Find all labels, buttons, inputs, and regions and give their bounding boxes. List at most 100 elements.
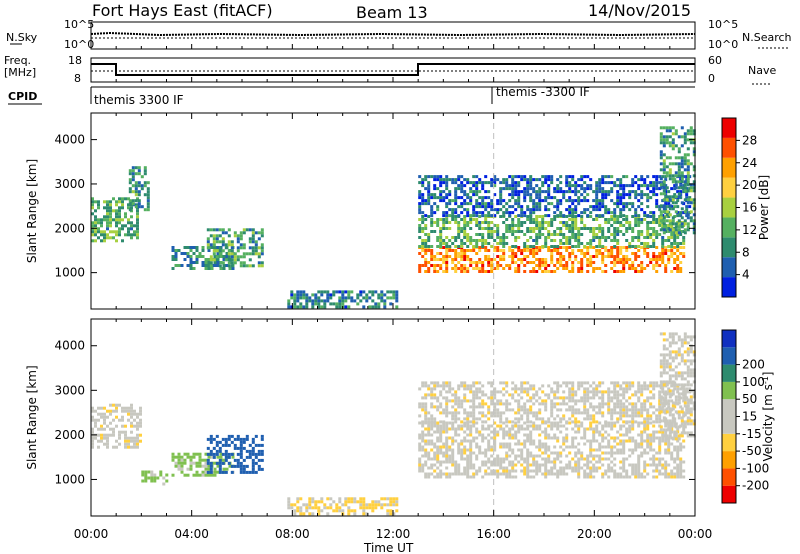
power-cell [601, 190, 605, 194]
velocity-cell [604, 469, 608, 473]
velocity-cell [683, 341, 687, 345]
power-cell [209, 258, 213, 262]
power-cell [526, 227, 530, 230]
power-cell [109, 209, 112, 213]
power-cell [212, 240, 216, 244]
velocity-cell [659, 332, 663, 336]
power-cell [580, 218, 584, 221]
power-cell [454, 181, 458, 185]
velocity-cell [586, 427, 590, 431]
power-cell [541, 215, 545, 218]
power-cell [475, 202, 479, 206]
power-cell [544, 239, 548, 242]
power-cell [586, 270, 590, 273]
velocity-cell [619, 424, 623, 428]
velocity-cell [124, 436, 127, 440]
velocity-cell [201, 470, 205, 474]
power-cell [91, 221, 94, 225]
power-cell [128, 208, 132, 212]
velocity-cell [640, 402, 644, 406]
velocity-cell [430, 463, 434, 467]
velocity-cell [469, 442, 473, 446]
velocity-cell [478, 451, 482, 455]
velocity-cell [577, 472, 581, 476]
velocity-cell [589, 384, 593, 388]
velocity-cell [112, 403, 115, 407]
velocity-cell [487, 417, 491, 421]
power-cell [490, 214, 494, 218]
power-cell [290, 296, 294, 300]
power-cell [212, 243, 216, 247]
velocity-cell [508, 460, 512, 464]
velocity-cell [637, 399, 641, 403]
power-cell [640, 246, 644, 249]
velocity-cell [451, 414, 455, 418]
power-cell [595, 233, 599, 236]
velocity-cell [308, 503, 312, 507]
velocity-cell [559, 469, 563, 473]
velocity-cell [523, 402, 527, 406]
power-cell [496, 230, 500, 233]
velocity-cell [215, 440, 219, 444]
velocity-cell [236, 464, 240, 468]
power-cell [204, 261, 208, 264]
velocity-cell [442, 411, 446, 415]
velocity-cell [577, 463, 581, 467]
power-cell [499, 236, 503, 239]
velocity-cell [332, 500, 336, 504]
power-cell [586, 258, 590, 261]
velocity-cell [625, 390, 629, 394]
velocity-cell [206, 461, 210, 465]
velocity-cell [386, 509, 390, 513]
velocity-cell [445, 399, 449, 403]
power-cell [293, 296, 297, 300]
velocity-cell [523, 439, 527, 443]
velocity-cell [646, 463, 650, 467]
power-cell [454, 267, 458, 270]
power-cell [550, 218, 554, 221]
power-cell [386, 290, 390, 294]
velocity-cell [502, 460, 506, 464]
power-cell [490, 264, 494, 267]
velocity-cell [508, 433, 512, 437]
power-cell [350, 299, 354, 303]
velocity-cell [616, 430, 620, 434]
velocity-cell [580, 399, 584, 403]
velocity-cell [562, 414, 566, 418]
power-cell [511, 178, 515, 182]
velocity-cell [655, 463, 659, 467]
power-cell [637, 270, 641, 273]
nsky-trace [90, 31, 696, 37]
velocity-cell [625, 430, 629, 434]
power-cell [676, 245, 680, 248]
velocity-cell [601, 393, 605, 397]
power-cell [643, 242, 647, 245]
power-cell [661, 258, 665, 261]
velocity-cell [502, 466, 506, 470]
velocity-cell [427, 384, 431, 388]
velocity-cell [463, 421, 467, 425]
power-cell [296, 290, 300, 294]
power-cell [659, 213, 663, 217]
velocity-cell [257, 449, 261, 453]
power-cell [667, 215, 671, 218]
power-cell [230, 246, 234, 250]
velocity-cell [583, 442, 587, 446]
power-cell [463, 230, 467, 233]
velocity-cell [547, 396, 551, 400]
velocity-cell [637, 442, 641, 446]
velocity-cell [466, 384, 470, 388]
velocity-cell [490, 384, 494, 388]
velocity-cell [457, 402, 461, 406]
velocity-cell [490, 396, 494, 400]
velocity-cell [133, 424, 136, 428]
power-cell [213, 255, 217, 258]
power-cell [661, 224, 665, 227]
velocity-cell [628, 475, 632, 479]
power-cell [514, 230, 518, 233]
velocity-cell [665, 353, 669, 357]
power-cell [118, 218, 121, 222]
power-cell [544, 208, 548, 212]
power-cell [463, 227, 467, 230]
power-cell [189, 246, 193, 249]
